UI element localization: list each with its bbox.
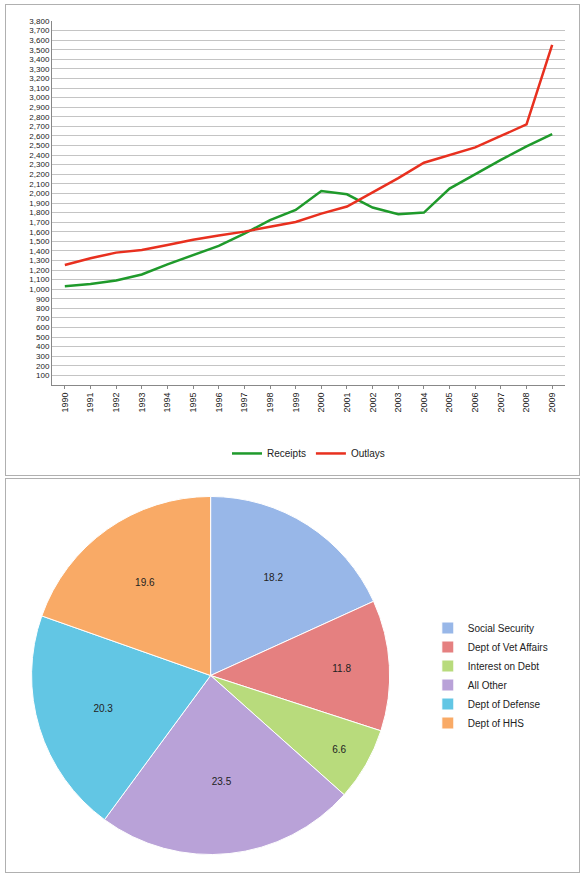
svg-text:23.5: 23.5: [212, 776, 232, 787]
svg-text:3,100: 3,100: [29, 84, 50, 93]
svg-text:2004: 2004: [419, 393, 429, 413]
svg-text:1,400: 1,400: [29, 247, 50, 256]
svg-text:1,500: 1,500: [29, 237, 50, 246]
svg-text:18.2: 18.2: [264, 572, 284, 583]
svg-text:1,900: 1,900: [29, 199, 50, 208]
svg-text:2000: 2000: [316, 393, 326, 413]
svg-text:3,500: 3,500: [29, 46, 50, 55]
svg-text:Social Security: Social Security: [468, 623, 534, 634]
svg-text:400: 400: [36, 342, 50, 351]
svg-text:1993: 1993: [137, 393, 147, 413]
svg-text:3,000: 3,000: [29, 93, 50, 102]
svg-text:3,800: 3,800: [29, 17, 50, 26]
svg-text:11.8: 11.8: [332, 663, 351, 674]
svg-text:Dept of HHS: Dept of HHS: [468, 718, 524, 729]
svg-text:3,300: 3,300: [29, 65, 50, 74]
svg-text:1990: 1990: [60, 393, 70, 413]
svg-text:19.6: 19.6: [135, 577, 155, 588]
svg-text:1999: 1999: [291, 393, 301, 413]
svg-text:1995: 1995: [188, 393, 198, 413]
svg-text:2,000: 2,000: [29, 189, 50, 198]
svg-text:1997: 1997: [239, 393, 249, 413]
svg-text:1,200: 1,200: [29, 266, 50, 275]
svg-text:3,200: 3,200: [29, 74, 50, 83]
svg-text:3,700: 3,700: [29, 26, 50, 35]
svg-text:1,600: 1,600: [29, 228, 50, 237]
svg-text:700: 700: [36, 314, 50, 323]
svg-text:2008: 2008: [521, 393, 531, 413]
svg-text:3,600: 3,600: [29, 36, 50, 45]
svg-text:Outlays: Outlays: [351, 448, 385, 459]
svg-text:1,300: 1,300: [29, 256, 50, 265]
svg-text:900: 900: [36, 295, 50, 304]
svg-text:1,100: 1,100: [29, 275, 50, 284]
svg-text:20.3: 20.3: [93, 703, 113, 714]
svg-text:300: 300: [36, 352, 50, 361]
svg-text:6.6: 6.6: [332, 744, 346, 755]
svg-text:2009: 2009: [547, 393, 557, 413]
svg-text:1994: 1994: [162, 393, 172, 413]
svg-text:2002: 2002: [368, 393, 378, 413]
svg-text:Dept of Defense: Dept of Defense: [468, 699, 541, 710]
svg-text:All Other: All Other: [468, 680, 508, 691]
svg-text:2003: 2003: [393, 393, 403, 413]
svg-text:2,100: 2,100: [29, 180, 50, 189]
svg-text:2,900: 2,900: [29, 103, 50, 112]
svg-text:2,200: 2,200: [29, 170, 50, 179]
svg-text:600: 600: [36, 323, 50, 332]
svg-text:2001: 2001: [342, 393, 352, 413]
svg-text:2005: 2005: [445, 393, 455, 413]
svg-text:2,700: 2,700: [29, 122, 50, 131]
svg-text:1,700: 1,700: [29, 218, 50, 227]
svg-text:2,400: 2,400: [29, 151, 50, 160]
svg-text:Dept of Vet Affairs: Dept of Vet Affairs: [468, 642, 548, 653]
svg-text:500: 500: [36, 333, 50, 342]
svg-text:2,600: 2,600: [29, 132, 50, 141]
svg-text:2,500: 2,500: [29, 141, 50, 150]
svg-text:1998: 1998: [265, 393, 275, 413]
svg-text:800: 800: [36, 304, 50, 313]
svg-text:1,800: 1,800: [29, 208, 50, 217]
svg-text:2006: 2006: [470, 393, 480, 413]
svg-text:2007: 2007: [496, 393, 506, 413]
svg-text:100: 100: [36, 371, 50, 380]
svg-text:3,400: 3,400: [29, 55, 50, 64]
svg-text:2,800: 2,800: [29, 113, 50, 122]
svg-text:Interest on Debt: Interest on Debt: [468, 661, 539, 672]
svg-text:1991: 1991: [85, 393, 95, 413]
svg-text:1996: 1996: [214, 393, 224, 413]
svg-text:Receipts: Receipts: [267, 448, 306, 459]
svg-text:200: 200: [36, 362, 50, 371]
svg-text:1992: 1992: [111, 393, 121, 413]
svg-text:1,000: 1,000: [29, 285, 50, 294]
svg-text:2,300: 2,300: [29, 160, 50, 169]
